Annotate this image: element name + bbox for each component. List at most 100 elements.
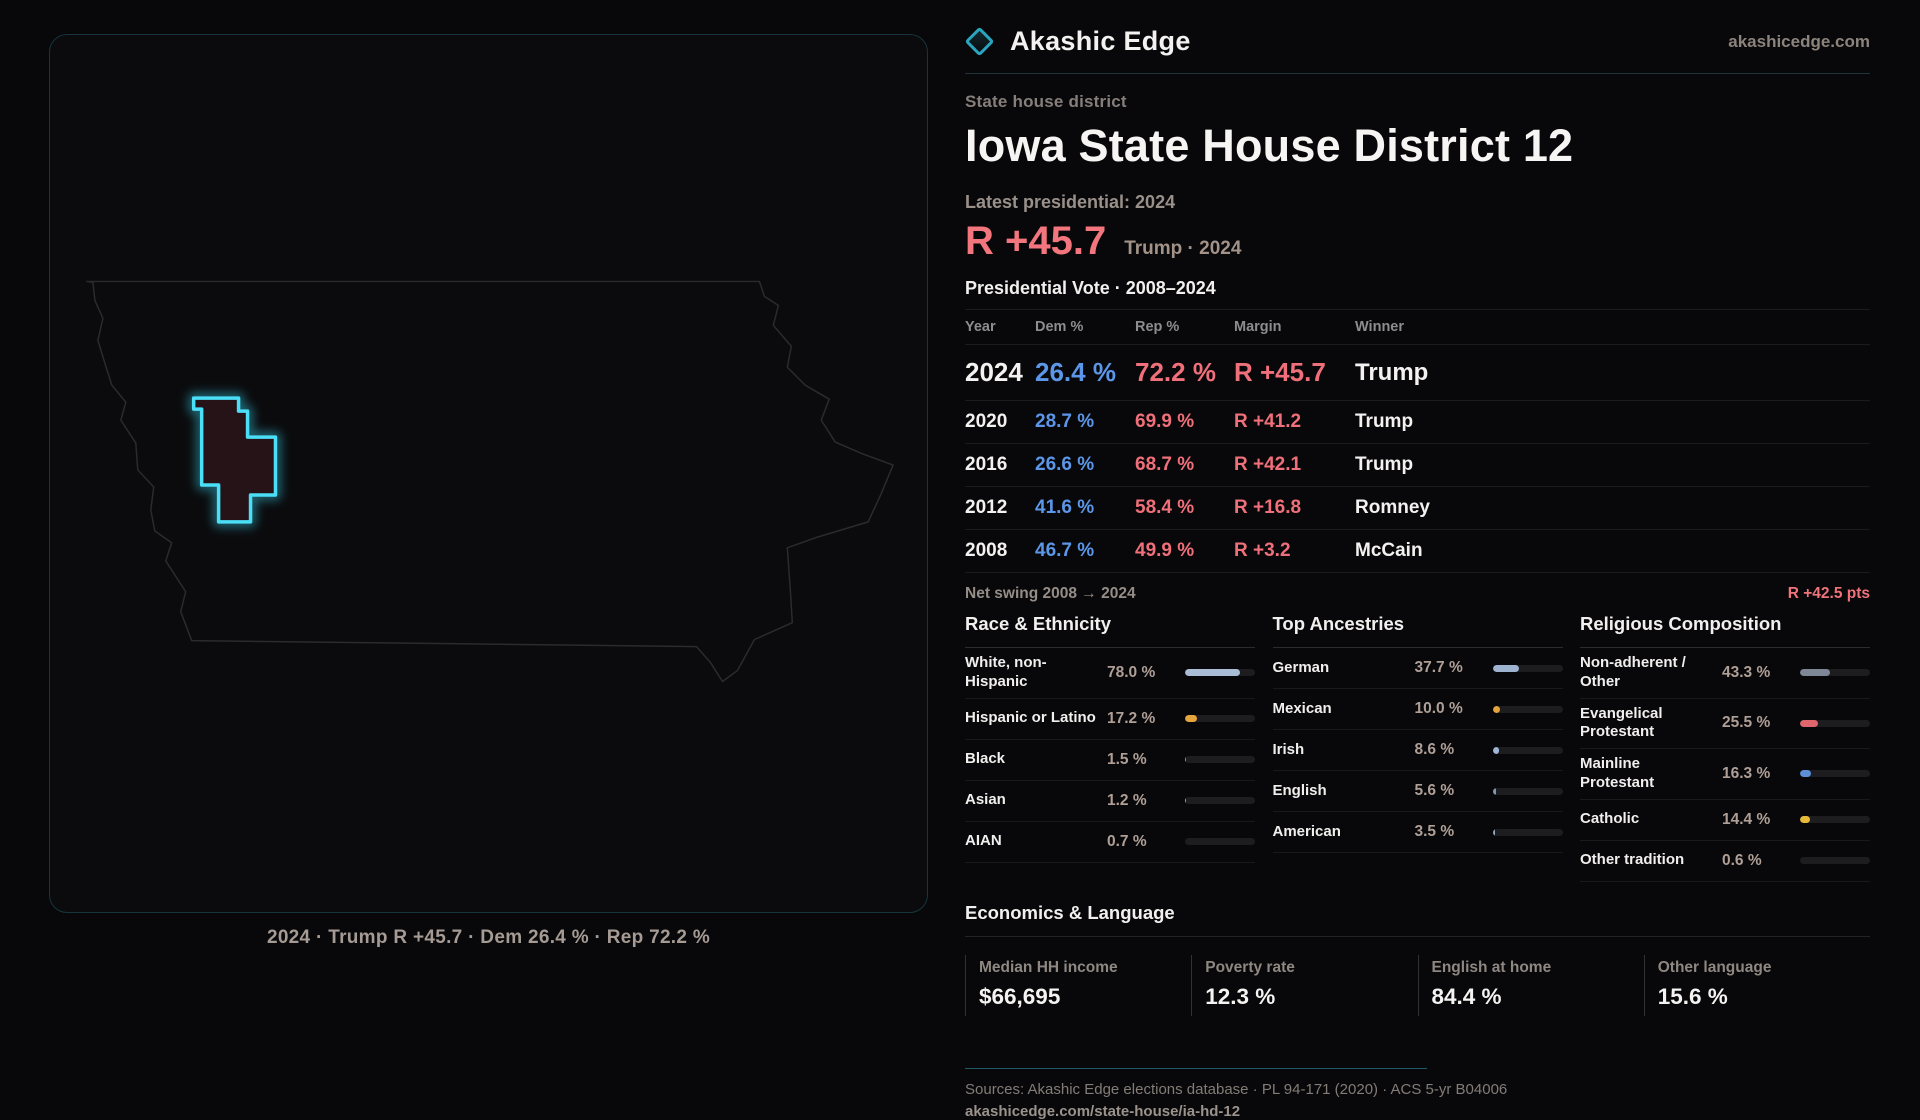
demo-bar-track: [1185, 797, 1255, 804]
map-caption: 2024 · Trump R +45.7 · Dem 26.4 % · Rep …: [266, 927, 711, 948]
demo-label: Catholic: [1580, 810, 1640, 828]
demo-row: Hispanic or Latino 17.2 %: [965, 699, 1255, 740]
footer-divider: [965, 1067, 1427, 1069]
demo-value: 25.5 %: [1722, 714, 1771, 732]
cell-dem-pct: 26.6 %: [1035, 454, 1095, 475]
demo-value: 5.6 %: [1414, 782, 1455, 799]
demo-label: AIAN: [965, 832, 1002, 850]
cell-dem-pct: 28.7 %: [1035, 411, 1095, 432]
cell-year: 2016: [965, 454, 1008, 475]
demo-label: German: [1272, 658, 1330, 676]
race-ethnicity-list: White, non-Hispanic 78.0 % Hispanic or Lat…: [965, 648, 1255, 863]
economics-title: Economics & Language: [965, 902, 1870, 937]
demographics-section: Race & Ethnicity White, non-Hispanic 78.0…: [965, 613, 1870, 882]
cell-winner: Trump: [1355, 411, 1414, 432]
cell-year: 2020: [965, 411, 1008, 432]
demo-row: Asian 1.2 %: [965, 781, 1255, 822]
demo-value: 14.4 %: [1722, 810, 1771, 828]
headline-margin-row: R +45.7 Trump · 2024: [965, 219, 1870, 264]
demo-row: Catholic 14.4 %: [1580, 800, 1870, 841]
demo-row: Irish 8.6 %: [1272, 730, 1563, 771]
district-shape[interactable]: [191, 396, 278, 524]
iowa-map: [86, 280, 894, 683]
header: Akashic Edge akashicedge.com: [964, 26, 1870, 74]
demo-value: 1.5 %: [1107, 750, 1147, 768]
demo-row: Other tradition 0.6 %: [1580, 841, 1870, 882]
cell-rep-pct: 72.2 %: [1135, 357, 1216, 387]
demo-value: 8.6 %: [1414, 741, 1455, 758]
cell-winner: Trump: [1355, 358, 1429, 386]
stat-value: 15.6 %: [1657, 983, 1728, 1009]
economics-stats: Median HH income $66,695 Poverty rate 12.3 …: [965, 954, 1870, 1016]
stat-value: 84.4 %: [1431, 983, 1502, 1009]
demo-row: Non-adherent / Other 43.3 %: [1580, 648, 1870, 699]
demo-bar-fill: [1492, 787, 1497, 795]
demo-label: White, non-Hispanic: [965, 654, 1047, 690]
results-row-2016: 2016 26.6 % 68.7 % R +42.1 Trump: [965, 444, 1870, 487]
demo-bar-fill: [1492, 664, 1519, 672]
demo-label: Black: [965, 750, 1006, 768]
demo-row: English 5.6 %: [1272, 771, 1563, 812]
demo-label: Irish: [1272, 740, 1305, 758]
stat-label: Other language: [1657, 958, 1772, 976]
race-ethnicity-column: Race & Ethnicity White, non-Hispanic 78.0…: [965, 613, 1255, 882]
demo-row: White, non-Hispanic 78.0 %: [965, 648, 1255, 699]
religion-title: Religious Composition: [1580, 613, 1870, 648]
col-header-rep: Rep %: [1135, 319, 1180, 335]
demo-value: 1.2 %: [1107, 791, 1147, 809]
demo-bar-fill: [1185, 715, 1198, 722]
demo-label: Non-adherent / Other: [1580, 654, 1686, 690]
religion-column: Religious Composition Non-adherent / Oth…: [1580, 613, 1870, 882]
report-panel: Akashic Edge akashicedge.com State house…: [964, 26, 1870, 1120]
demo-bar-track: [1800, 816, 1870, 823]
demo-value: 10.0 %: [1414, 700, 1463, 717]
cell-rep-pct: 69.9 %: [1135, 411, 1195, 432]
cell-year: 2024: [965, 357, 1023, 387]
demo-value: 43.3 %: [1722, 663, 1771, 681]
demo-bar-track: [1800, 770, 1870, 778]
demo-bar-fill: [1185, 669, 1240, 677]
demo-bar-fill: [1800, 719, 1818, 727]
results-table-title: Presidential Vote · 2008–2024: [965, 278, 1216, 298]
demo-bar-track: [1800, 857, 1870, 864]
demo-bar-track: [1800, 719, 1870, 727]
footer-sources: Sources: Akashic Edge elections database…: [965, 1080, 1508, 1098]
stat-tile: Poverty rate 12.3 %: [1191, 954, 1417, 1016]
demo-bar-fill: [1492, 705, 1500, 713]
results-row-2020: 2020 28.7 % 69.9 % R +41.2 Trump: [965, 401, 1870, 444]
cell-margin: R +16.8: [1234, 497, 1302, 518]
demo-bar-track: [1492, 664, 1563, 672]
demo-bar-track: [1185, 715, 1255, 722]
brand-site-link[interactable]: akashicedge.com: [1728, 31, 1870, 51]
footer: Sources: Akashic Edge elections database…: [965, 1067, 1870, 1120]
demo-label: Hispanic or Latino: [965, 709, 1096, 727]
results-row-2024: 2024 26.4 % 72.2 % R +45.7 Trump: [965, 345, 1870, 401]
results-table-body: 2024 26.4 % 72.2 % R +45.7 Trump 2020 28.7 % 69…: [965, 345, 1870, 573]
cell-dem-pct: 26.4 %: [1035, 357, 1116, 387]
col-header-year: Year: [965, 319, 996, 335]
ancestries-title: Top Ancestries: [1272, 613, 1563, 648]
footer-permalink-link[interactable]: akashicedge.com/state-house/ia-hd-12: [965, 1102, 1241, 1120]
brand-name: Akashic Edge: [1010, 26, 1191, 56]
demo-label: English: [1272, 781, 1327, 799]
stat-value: $66,695: [979, 983, 1061, 1009]
net-swing-row: Net swing 2008 → 2024 R +42.5 pts: [965, 573, 1870, 613]
col-header-dem: Dem %: [1035, 319, 1084, 335]
demo-label: American: [1272, 822, 1341, 840]
demo-bar-fill: [1800, 816, 1811, 823]
cell-dem-pct: 46.7 %: [1035, 540, 1095, 561]
ancestries-column: Top Ancestries German 37.7 % Mexican 10.0 %…: [1272, 613, 1563, 882]
cell-rep-pct: 58.4 %: [1135, 497, 1195, 518]
demo-value: 3.5 %: [1414, 823, 1455, 840]
stat-tile: Other language 15.6 %: [1643, 954, 1870, 1016]
demo-bar-track: [1492, 746, 1563, 754]
district-map-panel: [49, 34, 928, 913]
kicker: State house district: [965, 92, 1127, 111]
headline-margin-value: R +45.7: [965, 219, 1107, 263]
religion-list: Non-adherent / Other 43.3 % Evangelical Pr…: [1580, 648, 1870, 882]
cell-dem-pct: 41.6 %: [1035, 497, 1095, 518]
cell-rep-pct: 49.9 %: [1135, 540, 1195, 561]
brand: Akashic Edge: [964, 26, 1191, 57]
demo-bar-track: [1800, 669, 1870, 677]
cell-rep-pct: 68.7 %: [1135, 454, 1195, 475]
